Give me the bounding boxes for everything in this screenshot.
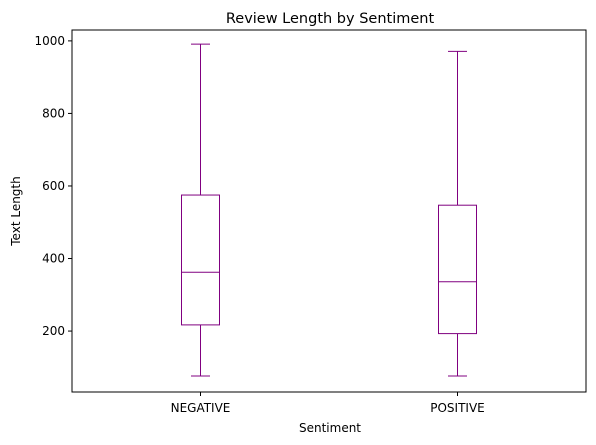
y-tick-label: 200 — [42, 324, 65, 338]
y-tick-label: 800 — [42, 106, 65, 120]
box-series — [182, 44, 477, 376]
x-axis-label: Sentiment — [299, 421, 361, 435]
y-axis-label: Text Length — [9, 176, 23, 246]
box-negative — [182, 44, 220, 376]
x-tick-label: NEGATIVE — [171, 401, 231, 415]
iqr-box — [182, 195, 220, 325]
x-tick-label: POSITIVE — [430, 401, 485, 415]
plot-area — [72, 30, 586, 392]
iqr-box — [439, 205, 477, 333]
chart-title: Review Length by Sentiment — [226, 11, 435, 27]
y-axis: 200 400 600 800 1000 — [34, 34, 72, 338]
box-positive — [439, 51, 477, 376]
y-tick-label: 600 — [42, 179, 65, 193]
x-axis: NEGATIVE POSITIVE — [171, 392, 485, 415]
y-tick-label: 1000 — [34, 34, 65, 48]
y-tick-label: 400 — [42, 252, 65, 266]
